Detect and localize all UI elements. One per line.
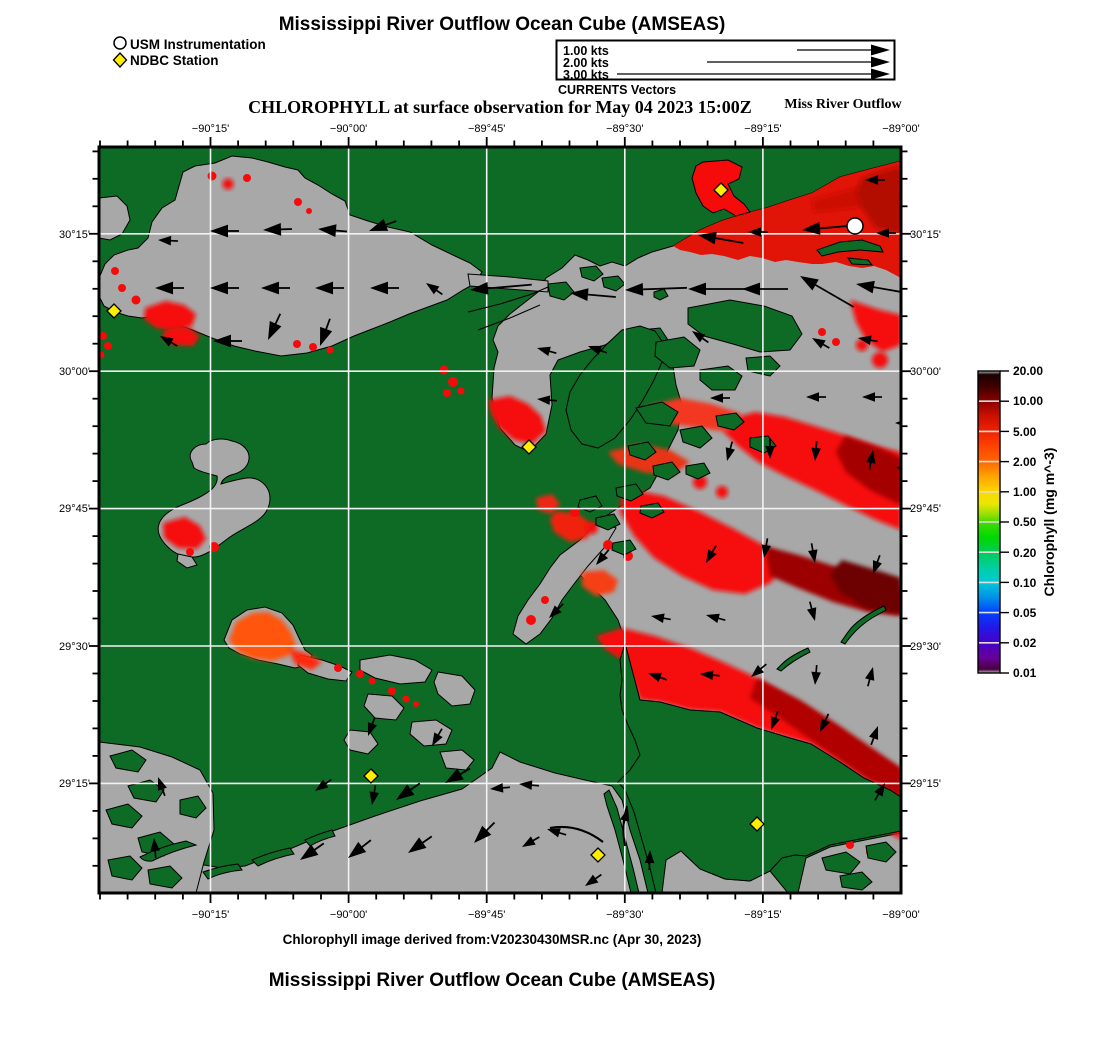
svg-text:CHLOROPHYLL at surface observa: CHLOROPHYLL at surface observation for M… — [248, 97, 752, 117]
svg-text:0.20: 0.20 — [1013, 546, 1037, 560]
svg-text:USM Instrumentation: USM Instrumentation — [130, 37, 266, 52]
svg-text:20.00: 20.00 — [1013, 364, 1043, 378]
svg-text:−89°15': −89°15' — [744, 123, 781, 135]
svg-text:5.00: 5.00 — [1013, 425, 1037, 439]
svg-text:30°00': 30°00' — [910, 366, 941, 378]
svg-text:Mississippi River Outflow Ocea: Mississippi River Outflow Ocean Cube (AM… — [279, 14, 726, 35]
svg-text:CURRENTS Vectors: CURRENTS Vectors — [558, 83, 676, 97]
svg-text:1.00 kts: 1.00 kts — [563, 44, 609, 58]
svg-text:1.00: 1.00 — [1013, 485, 1037, 499]
svg-text:29°45': 29°45' — [59, 503, 90, 515]
svg-text:Chlorophyll image derived from: Chlorophyll image derived from:V20230430… — [283, 932, 702, 947]
svg-text:30°15': 30°15' — [59, 229, 90, 241]
svg-text:−89°45': −89°45' — [468, 909, 505, 921]
svg-text:−89°15': −89°15' — [744, 909, 781, 921]
svg-text:29°15': 29°15' — [59, 778, 90, 790]
svg-text:29°30': 29°30' — [59, 641, 90, 653]
svg-text:−90°15': −90°15' — [192, 909, 229, 921]
svg-text:0.10: 0.10 — [1013, 576, 1037, 590]
svg-text:29°30': 29°30' — [910, 641, 941, 653]
svg-text:−89°30': −89°30' — [606, 123, 643, 135]
svg-text:−90°00': −90°00' — [330, 123, 367, 135]
svg-text:0.50: 0.50 — [1013, 515, 1037, 529]
svg-text:−89°00': −89°00' — [882, 909, 919, 921]
svg-text:2.00 kts: 2.00 kts — [563, 56, 609, 70]
svg-text:−89°45': −89°45' — [468, 123, 505, 135]
svg-text:Miss River Outflow: Miss River Outflow — [784, 97, 902, 112]
svg-text:−90°15': −90°15' — [192, 123, 229, 135]
svg-text:29°15': 29°15' — [910, 778, 941, 790]
svg-text:10.00: 10.00 — [1013, 394, 1043, 408]
svg-text:0.02: 0.02 — [1013, 636, 1037, 650]
svg-text:3.00 kts: 3.00 kts — [563, 68, 609, 82]
svg-text:30°00': 30°00' — [59, 366, 90, 378]
svg-text:−89°30': −89°30' — [606, 909, 643, 921]
svg-text:Mississippi River Outflow Ocea: Mississippi River Outflow Ocean Cube (AM… — [269, 970, 716, 991]
svg-text:−89°00': −89°00' — [882, 123, 919, 135]
svg-text:−90°00': −90°00' — [330, 909, 367, 921]
svg-text:29°45': 29°45' — [910, 503, 941, 515]
svg-text:0.05: 0.05 — [1013, 606, 1037, 620]
svg-text:30°15': 30°15' — [910, 229, 941, 241]
svg-text:NDBC Station: NDBC Station — [130, 53, 219, 68]
svg-text:Chlorophyll (mg m^-3): Chlorophyll (mg m^-3) — [1041, 448, 1057, 597]
svg-text:0.01: 0.01 — [1013, 666, 1037, 680]
svg-text:2.00: 2.00 — [1013, 455, 1037, 469]
